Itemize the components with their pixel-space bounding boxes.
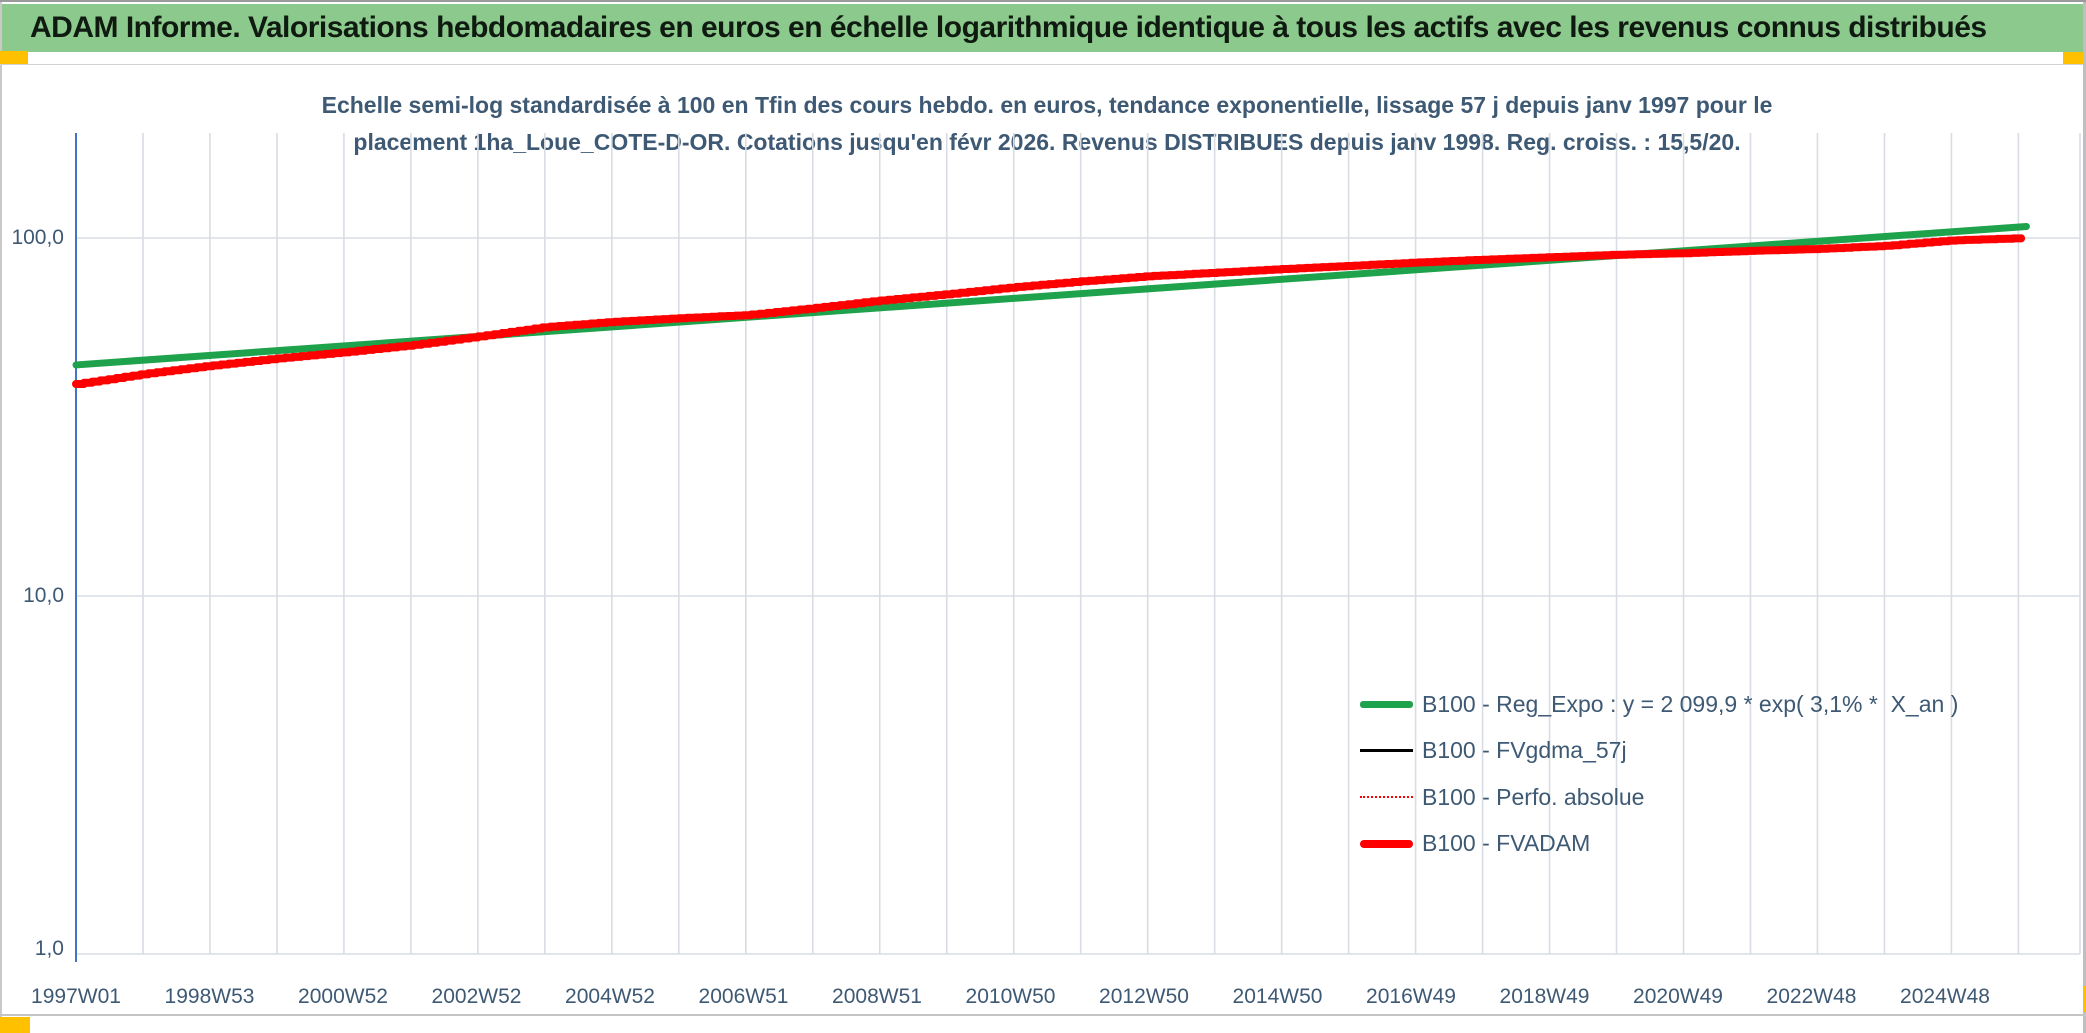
x-axis-tick-label: 2020W49 [1633, 985, 1723, 1008]
series-line-perfo-absolue[interactable] [76, 237, 2023, 385]
x-axis-tick-label: 2022W48 [1766, 985, 1857, 1008]
sheet-marker-top-left [0, 51, 28, 64]
x-axis-tick-label: 2006W51 [698, 985, 789, 1008]
chart-title: Echelle semi-log standardisée à 100 en T… [302, 87, 1792, 161]
y-axis-tick-label: 100,0 [11, 226, 64, 249]
legend-label: B100 - Perfo. absolue [1422, 783, 1645, 810]
window-right-border [2083, 2, 2086, 1033]
chart-legend[interactable]: B100 - Reg_Expo : y = 2 099,9 * exp( 3,1… [1360, 681, 1958, 867]
legend-item-fvgdma[interactable]: B100 - FVgdma_57j [1360, 728, 1958, 775]
legend-swatch-black-line [1360, 749, 1413, 753]
chart-title-line-1: Echelle semi-log standardisée à 100 en T… [321, 92, 1773, 118]
legend-label: B100 - Reg_Expo : y = 2 099,9 * exp( 3,1… [1422, 690, 1959, 717]
legend-swatch-red-line [1360, 839, 1413, 848]
x-axis-tick-label: 2016W49 [1366, 985, 1456, 1008]
x-axis-tick-label: 2002W52 [431, 985, 522, 1008]
x-axis-tick-label: 2014W50 [1232, 985, 1323, 1008]
report-header-title: ADAM Informe. Valorisations hebdomadaire… [30, 11, 1987, 44]
legend-item-reg-expo[interactable]: B100 - Reg_Expo : y = 2 099,9 * exp( 3,1… [1360, 681, 1958, 728]
legend-label: B100 - FVgdma_57j [1422, 737, 1627, 764]
sheet-marker-top-right [2063, 52, 2083, 65]
legend-item-fvadam[interactable]: B100 - FVADAM [1360, 821, 1958, 868]
x-axis-tick-label: 1997W01 [31, 985, 121, 1008]
x-axis-tick-label: 2004W52 [565, 985, 655, 1008]
x-axis-tick-label: 2008W51 [832, 985, 922, 1008]
legend-item-perfo-absolue[interactable]: B100 - Perfo. absolue [1360, 774, 1958, 821]
x-axis-tick-label: 2024W48 [1900, 985, 1990, 1008]
y-axis-tick-label: 1,0 [34, 937, 64, 960]
x-axis-tick-label: 2018W49 [1499, 985, 1590, 1008]
report-header: ADAM Informe. Valorisations hebdomadaire… [2, 4, 2083, 52]
plot-svg [72, 133, 2081, 962]
legend-swatch-dotted-line [1360, 796, 1413, 799]
bottom-separator-line [0, 1014, 2086, 1016]
y-axis-tick-label: 10,0 [23, 584, 64, 607]
sheet-marker-bottom-left [0, 1017, 30, 1033]
chart-object[interactable]: Echelle semi-log standardisée à 100 en T… [2, 65, 2083, 1014]
legend-label: B100 - FVADAM [1422, 830, 1591, 857]
series-line-fvgdma-57j[interactable] [76, 237, 2023, 386]
x-axis-tick-label: 2012W50 [1099, 985, 1189, 1008]
window-left-border [0, 2, 2, 1033]
chart-title-line-2: placement 1ha_Loue_COTE-D-OR. Cotations … [353, 129, 1741, 155]
x-axis-tick-label: 1998W53 [164, 985, 255, 1008]
series-line-fvadam[interactable] [72, 234, 2026, 388]
legend-swatch-green-line [1360, 700, 1413, 708]
series-line-reg-expo[interactable] [72, 222, 2030, 369]
x-axis-tick-label: 2000W52 [298, 985, 388, 1008]
x-axis-tick-label: 2010W50 [965, 985, 1056, 1008]
header-separator-line [0, 64, 2083, 65]
